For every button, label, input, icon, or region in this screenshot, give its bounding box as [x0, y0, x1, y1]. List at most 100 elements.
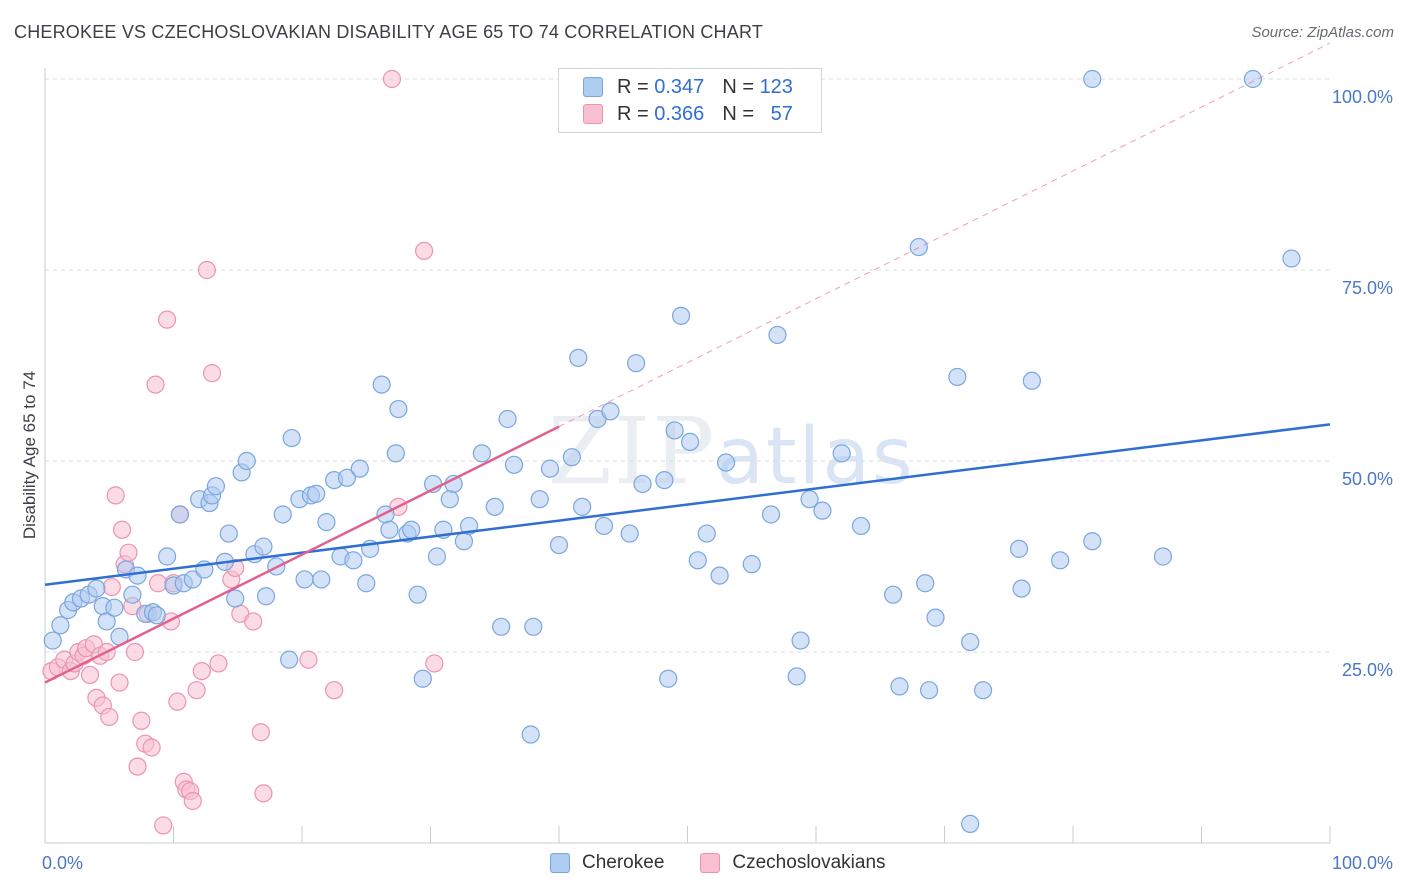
czech-point [299, 650, 318, 669]
cherokee-point [633, 474, 652, 494]
cherokee-point [312, 570, 331, 589]
cherokee-point [256, 587, 276, 606]
legend-row-czech: R = 0.366 N = 57 [583, 102, 793, 126]
cherokee-point [530, 490, 549, 509]
cherokee-point [973, 681, 993, 700]
cherokee-point [386, 444, 405, 463]
series-legend: Cherokee Czechoslovakians [550, 852, 922, 874]
czech-point [187, 681, 206, 700]
cherokee-point [680, 432, 700, 451]
cherokee-point [961, 632, 980, 652]
czech-trend-line [44, 425, 560, 684]
cherokee-point [883, 585, 903, 604]
cherokee-point [427, 547, 447, 566]
cherokee-point [1083, 532, 1102, 551]
y-tick-label: 100.0% [1332, 87, 1393, 107]
czech-point [100, 707, 119, 727]
czech-point [168, 692, 187, 711]
cherokee-point [280, 650, 299, 669]
czech-point [197, 260, 217, 280]
cherokee-point [626, 354, 646, 373]
cherokee-point [440, 490, 459, 509]
cherokee-point [688, 551, 707, 570]
cherokee-point [791, 631, 810, 650]
cherokee-point [97, 612, 116, 631]
czech-point [244, 612, 263, 631]
cherokee-swatch [583, 77, 603, 97]
cherokee-point [147, 606, 166, 625]
cherokee-point [620, 524, 639, 543]
czech-point [128, 757, 147, 776]
cherokee-point [226, 589, 245, 608]
czech-n-label: N = [722, 102, 754, 125]
axis-layer [44, 68, 1331, 844]
cherokee-point [716, 453, 736, 472]
cherokee-point [389, 399, 408, 419]
cherokee-point [504, 455, 524, 474]
y-tick-label: 50.0% [1342, 469, 1393, 489]
cherokee-point [350, 459, 369, 478]
legend-item-czech: Czechoslovakians [700, 852, 886, 874]
cherokee-point [183, 570, 202, 589]
cherokee-point [344, 551, 363, 570]
cherokee-point [1009, 539, 1029, 558]
cherokee-n-label: N = [722, 75, 754, 98]
czech-point [202, 364, 222, 383]
czech-r-value: 0.366 [654, 102, 705, 125]
cherokee-r-value: 0.347 [654, 75, 705, 98]
cherokee-point [337, 468, 357, 487]
czech-point [325, 681, 344, 700]
cherokee-point [357, 574, 376, 593]
cherokee-point [157, 547, 177, 566]
cherokee-point [1083, 69, 1102, 89]
czech-n-value: 57 [770, 102, 793, 125]
legend-label-cherokee: Cherokee [582, 852, 665, 873]
x-tick-label-max: 100.0% [1332, 853, 1393, 873]
cherokee-point [51, 616, 70, 635]
cherokee-point [472, 444, 491, 463]
czech-point [157, 310, 177, 329]
cherokee-point [273, 505, 292, 524]
cherokee-point [665, 421, 684, 440]
cherokee-point [521, 725, 540, 744]
cherokee-point [569, 348, 588, 367]
cherokee-point [408, 585, 427, 604]
cherokee-point [105, 598, 124, 617]
cherokee-point [1012, 579, 1031, 598]
cherokee-point [295, 570, 314, 589]
cherokee-point [524, 617, 543, 636]
cherokee-point [787, 667, 806, 686]
czech-swatch [583, 104, 603, 124]
watermark-atlas: atlas [716, 412, 915, 502]
czech-point [254, 784, 273, 803]
legend-label-czech: Czechoslovakians [732, 852, 886, 873]
cherokee-point [697, 524, 716, 543]
cherokee-point [659, 669, 678, 688]
legend-swatch-cherokee [550, 853, 570, 873]
czech-point [142, 738, 161, 757]
czech-point [110, 673, 129, 692]
y-tick-label: 25.0% [1342, 660, 1393, 680]
cherokee-point [498, 409, 517, 429]
cherokee-point [851, 516, 871, 536]
czech-point [112, 520, 132, 539]
cherokee-point [402, 520, 421, 539]
cherokee-point [909, 237, 928, 257]
cherokee-point [948, 367, 967, 387]
cherokee-point [710, 566, 729, 585]
cherokee-point [916, 574, 935, 593]
cherokee-point [540, 459, 560, 478]
cherokee-point [170, 505, 190, 524]
cherokee-point [1051, 551, 1070, 570]
cherokee-point [87, 579, 106, 598]
cherokee-point [454, 532, 474, 551]
czech-trend-extension [558, 42, 1331, 428]
cherokee-point [237, 451, 256, 471]
czech-point [132, 711, 151, 730]
czech-point [154, 816, 173, 835]
cherokee-point [492, 617, 511, 636]
chart-source: Source: ZipAtlas.com [1251, 24, 1394, 41]
cherokee-point [1022, 371, 1041, 390]
czech-point [80, 665, 100, 685]
